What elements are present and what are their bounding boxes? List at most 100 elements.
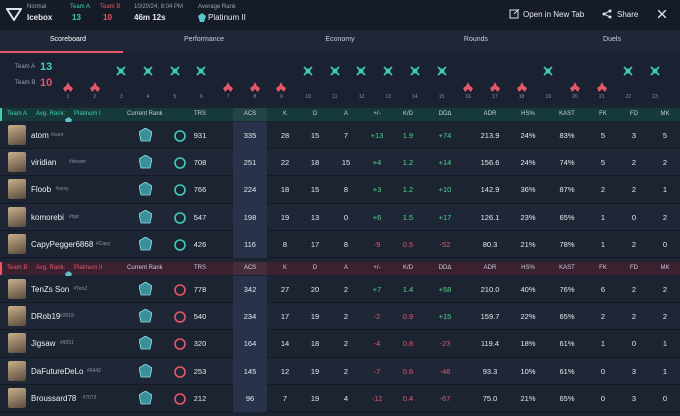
column-header[interactable]: KAST [559, 111, 575, 117]
stat-cell: +4 [372, 158, 382, 168]
open-icon[interactable] [509, 9, 519, 19]
avg-rank-label: Avg. Rank: [36, 265, 66, 271]
column-header[interactable]: K [282, 265, 287, 271]
player-name[interactable]: DRob19 [31, 312, 61, 322]
column-header[interactable]: K/D [402, 111, 413, 117]
column-header[interactable]: ACS [243, 111, 257, 117]
column-header: Current Rank [127, 265, 163, 271]
share[interactable]: Share [617, 10, 639, 19]
peak-rank-icon [174, 337, 186, 351]
player-tag: #6442 [87, 367, 101, 374]
column-header[interactable]: ACS [243, 265, 257, 271]
column-header[interactable]: FK [599, 111, 607, 117]
column-header[interactable]: D [312, 111, 318, 117]
share-icon[interactable] [602, 9, 612, 19]
round-icon-shape [143, 66, 153, 76]
column-header[interactable]: +/- [373, 265, 381, 271]
column-header[interactable]: ADR [483, 265, 497, 271]
tab[interactable]: Scoreboard [49, 36, 87, 43]
stat-cell: 18 [280, 185, 290, 195]
round-number: 8 [253, 94, 257, 100]
stat-cell: 1 [662, 366, 668, 376]
player-tag: #npr [69, 213, 80, 220]
peak-rank-icon [174, 211, 186, 224]
stat-cell: 65% [559, 393, 575, 403]
column-header[interactable]: D [312, 265, 318, 271]
stat-cell: 27 [280, 285, 290, 294]
stat-cell: +58 [438, 285, 452, 294]
column-header[interactable]: FD [630, 111, 638, 117]
current-rank-icon-shape [138, 209, 153, 223]
column-header[interactable]: KAST [559, 265, 575, 271]
column-header: Current Rank [127, 111, 163, 117]
peak-rank-icon [174, 129, 186, 142]
player-name[interactable]: Jigsaw [31, 339, 56, 349]
column-header[interactable]: +/- [373, 111, 381, 117]
round-number: 1 [66, 94, 70, 100]
close-button[interactable] [658, 10, 666, 18]
round-number: 13 [385, 94, 391, 100]
stat-cell: -46 [439, 366, 451, 376]
round-icon [63, 79, 73, 92]
player-name[interactable]: TenZs Son [31, 285, 70, 294]
team-rank-icon [65, 111, 72, 124]
round-number: 14 [412, 94, 418, 100]
stat-cell: 65% [559, 212, 575, 222]
stat-cell: -7 [373, 366, 381, 376]
player-name[interactable]: komorebi [31, 212, 64, 222]
column-header[interactable]: FK [599, 265, 607, 271]
tab[interactable]: Duels [603, 36, 621, 43]
tab-bar [0, 30, 680, 53]
player-name[interactable]: atom [31, 131, 49, 140]
column-header[interactable]: A [343, 111, 348, 117]
player-name[interactable]: Floob [31, 185, 52, 195]
round-number: 5 [173, 94, 177, 100]
stat-cell: 14 [280, 339, 290, 349]
stat-cell: 19 [310, 312, 320, 322]
column-header[interactable]: HS% [521, 111, 535, 117]
stat-cell: 1 [600, 239, 606, 249]
column-header[interactable]: DDΔ [438, 111, 452, 117]
round-number: 9 [280, 94, 283, 100]
tab[interactable]: Performance [183, 36, 225, 43]
round-number: 21 [598, 94, 605, 100]
column-header[interactable]: K [282, 111, 287, 117]
open-new-tab[interactable]: Open in New Tab [523, 10, 585, 19]
stat-cell: +3 [372, 185, 382, 195]
column-header[interactable]: MK [660, 111, 670, 117]
player-row [0, 330, 680, 358]
round-icon-shape [650, 66, 660, 76]
tab[interactable]: Economy [325, 36, 355, 43]
column-header[interactable]: MK [660, 265, 670, 271]
column-header[interactable]: TRS [194, 265, 206, 271]
column-header[interactable]: K/D [402, 265, 413, 271]
player-name[interactable]: DaFutureDeLo [31, 366, 84, 376]
acs-header-bg [233, 108, 267, 121]
stat-cell: 0 [600, 366, 606, 376]
column-header[interactable]: HS% [521, 265, 535, 271]
column-header[interactable]: FD [630, 265, 638, 271]
stat-cell: 15 [310, 131, 320, 140]
stat-cell: +74 [438, 131, 452, 140]
stat-cell: 212 [193, 393, 207, 403]
timeline-team-a: Team A [15, 64, 36, 70]
stat-cell: 18 [310, 158, 320, 168]
player-name[interactable]: Broussard78 [31, 393, 77, 403]
column-header[interactable]: TRS [194, 111, 206, 117]
column-header[interactable]: ADR [483, 111, 497, 117]
round-number: 20 [572, 94, 578, 100]
player-name[interactable]: viridian [31, 158, 57, 168]
round-icon [516, 79, 527, 92]
player-tag: #Capy [96, 240, 111, 247]
stat-cell: 253 [193, 366, 207, 376]
tab[interactable]: Rounds [463, 36, 489, 43]
column-header[interactable]: DDΔ [438, 265, 452, 271]
column-header[interactable]: A [343, 265, 348, 271]
acs-cell-bg [233, 122, 267, 150]
round-number: 22 [625, 94, 632, 100]
round-icon [489, 79, 500, 92]
player-row [0, 176, 680, 204]
player-name[interactable]: CapyPegger6868 [31, 239, 94, 249]
stat-cell: 426 [193, 239, 207, 249]
current-rank-icon-shape [138, 127, 153, 142]
